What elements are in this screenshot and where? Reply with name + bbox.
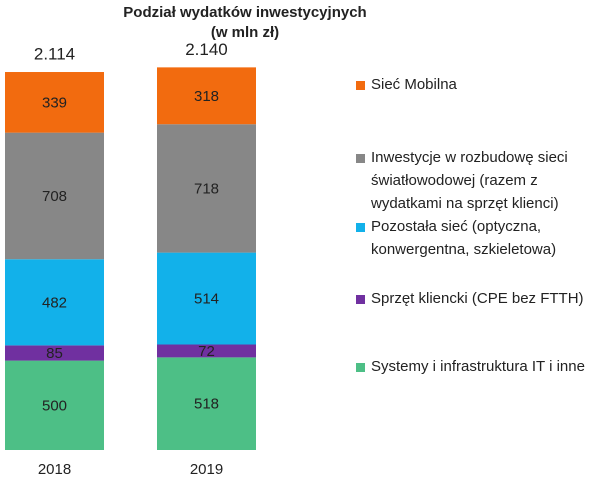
value-label: 708 (42, 188, 67, 205)
chart-subtitle: (w mln zł) (211, 24, 279, 41)
value-label: 318 (194, 88, 219, 105)
bar-segment (5, 132, 104, 260)
legend-label: Sprzęt kliencki (CPE bez FTTH) (371, 290, 584, 307)
value-label: 518 (194, 396, 219, 413)
total-label: 2.114 (34, 45, 75, 64)
legend-item: Sieć Mobilna (356, 73, 608, 96)
legend-swatch (356, 363, 365, 372)
bar-segment (5, 72, 104, 133)
x-tick-label: 2019 (190, 461, 223, 478)
bar-segment (5, 345, 104, 361)
legend-item: Systemy i infrastruktura IT i inne (356, 355, 608, 378)
value-label: 482 (42, 294, 67, 311)
legend-swatch (356, 223, 365, 232)
bar-segment (157, 357, 256, 450)
value-label: 500 (42, 397, 67, 414)
legend-item: Pozostała sieć (optyczna, konwergentna, … (356, 215, 608, 261)
legend-swatch (356, 81, 365, 90)
legend-label: Inwestycje w rozbudowę sieci światłowodo… (371, 149, 568, 212)
legend-item: Sprzęt kliencki (CPE bez FTTH) (356, 287, 608, 310)
legend-label: Systemy i infrastruktura IT i inne (371, 358, 585, 375)
value-label: 718 (194, 180, 219, 197)
legend-label: Sieć Mobilna (371, 76, 457, 93)
value-label: 85 (46, 345, 63, 362)
legend-label: Pozostała sieć (optyczna, konwergentna, … (371, 218, 557, 258)
value-label: 72 (198, 343, 215, 360)
bar-segment (157, 67, 256, 125)
bar-segment (157, 344, 256, 358)
chart-title: Podział wydatków inwestycyjnych (123, 4, 366, 21)
x-tick-label: 2018 (38, 461, 71, 478)
value-label: 514 (194, 291, 219, 308)
legend-item: Inwestycje w rozbudowę sieci światłowodo… (356, 146, 608, 215)
value-label: 339 (42, 94, 67, 111)
legend-swatch (356, 154, 365, 163)
bar-segment (157, 124, 256, 253)
bar-segment (5, 360, 104, 450)
bar-segment (157, 252, 256, 345)
bar-segment (5, 259, 104, 346)
legend-swatch (356, 295, 365, 304)
total-label: 2.140 (185, 40, 228, 59)
